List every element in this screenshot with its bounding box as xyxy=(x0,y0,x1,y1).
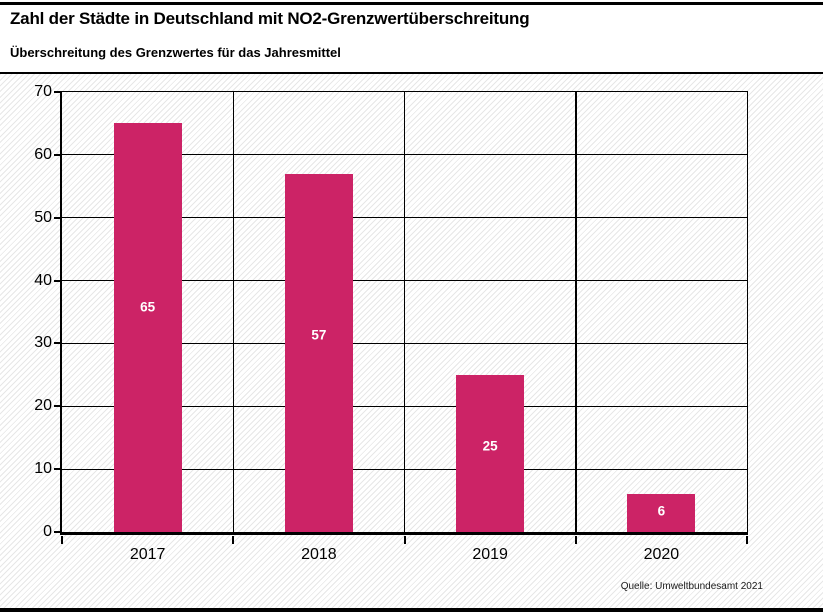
category-separator xyxy=(575,92,577,532)
y-tick-label: 70 xyxy=(34,83,52,100)
x-tick-label-2018: 2018 xyxy=(301,546,337,563)
bar-2019: 25 xyxy=(456,374,525,532)
chart-title: Zahl der Städte in Deutschland mit NO2-G… xyxy=(10,9,530,28)
header-divider xyxy=(0,72,823,74)
bar-2017: 65 xyxy=(113,123,182,532)
y-axis-tick xyxy=(54,216,62,219)
y-tick-label: 60 xyxy=(34,145,52,163)
category-separator xyxy=(232,92,234,532)
bottom-border xyxy=(0,608,823,612)
x-axis-tick xyxy=(61,535,63,544)
y-tick-label: 0 xyxy=(43,523,52,540)
y-tick-label: 50 xyxy=(34,208,52,226)
bar-value-label: 6 xyxy=(657,503,666,519)
x-axis-tick xyxy=(403,535,406,544)
top-border xyxy=(0,2,823,5)
x-axis-tick xyxy=(746,535,748,544)
category-separator xyxy=(403,92,406,532)
y-axis-tick xyxy=(54,91,62,93)
bar-value-label: 65 xyxy=(140,299,156,315)
x-axis-tick xyxy=(574,535,577,544)
bar-2020: 6 xyxy=(627,494,696,532)
bar-value-label: 25 xyxy=(482,438,498,454)
x-tick-label-2019: 2019 xyxy=(472,546,508,563)
bar-value-label: 57 xyxy=(311,327,327,343)
y-tick-label: 30 xyxy=(34,334,52,352)
y-tick-label: 20 xyxy=(34,397,52,415)
source-note: Quelle: Umweltbundesamt 2021 xyxy=(620,581,763,592)
x-axis-tick xyxy=(232,535,235,544)
chart-subtitle: Überschreitung des Grenzwertes für das J… xyxy=(10,45,341,60)
y-axis-tick xyxy=(54,279,62,282)
y-axis-tick xyxy=(54,531,62,533)
y-axis-tick xyxy=(54,342,62,345)
x-tick-label-2017: 2017 xyxy=(129,546,166,563)
y-axis-tick xyxy=(54,405,62,408)
bar-2018: 57 xyxy=(284,173,353,532)
y-tick-label: 10 xyxy=(34,460,52,478)
y-tick-label: 40 xyxy=(34,271,52,289)
y-axis-tick xyxy=(54,468,62,471)
y-axis-tick xyxy=(54,153,62,156)
x-tick-label-2020: 2020 xyxy=(643,546,680,563)
